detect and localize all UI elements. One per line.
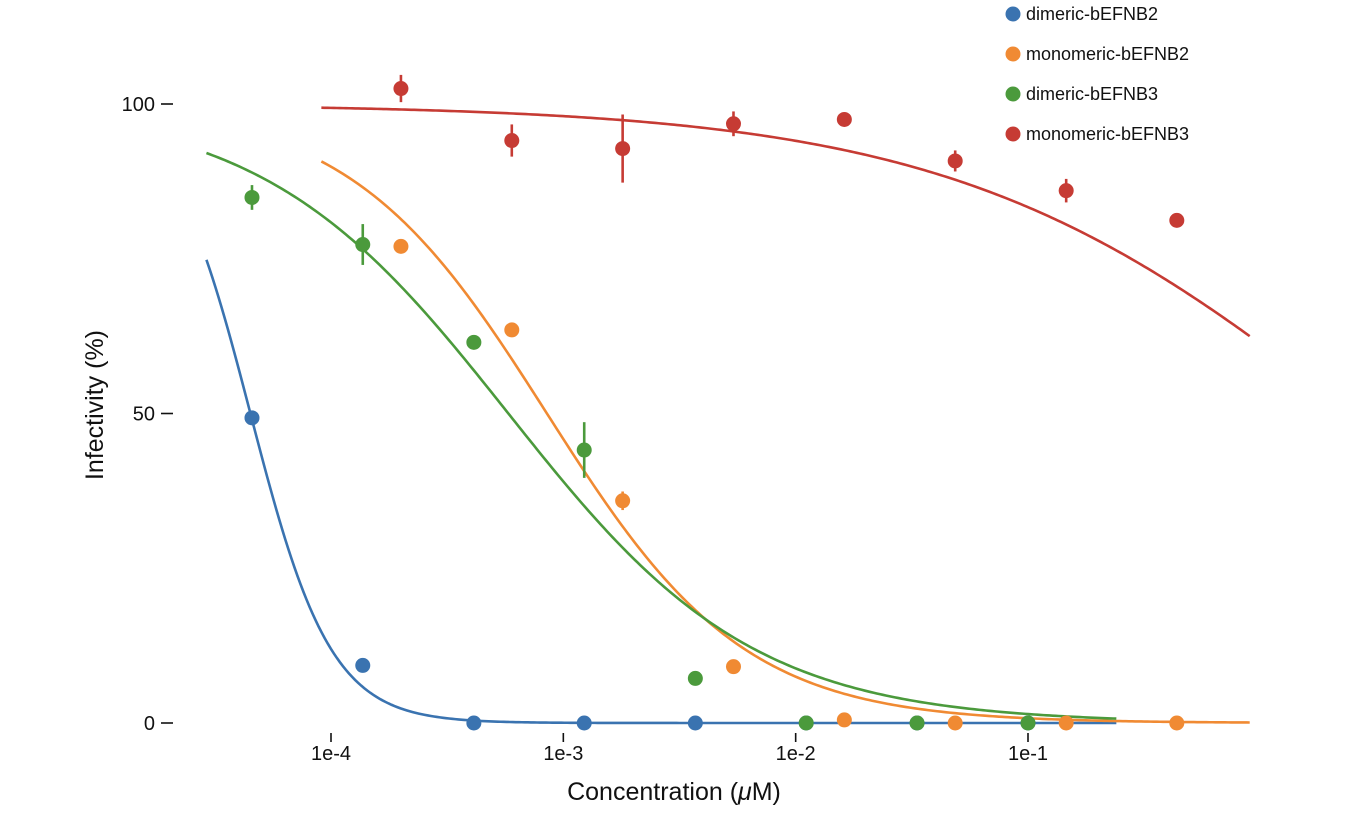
x-tick-label-0: 1e-4 <box>311 743 351 765</box>
legend-label-monomeric-bEFNB2: monomeric-bEFNB2 <box>1026 44 1189 64</box>
fit-curve-monomeric-bEFNB2 <box>320 160 1250 724</box>
legend-marker-dimeric-bEFNB2 <box>1005 6 1021 22</box>
data-points <box>244 81 1185 731</box>
data-point-dimeric-bEFNB3-4 <box>687 670 703 686</box>
fit-curve-monomeric-bEFNB3 <box>321 106 1251 338</box>
data-point-monomeric-bEFNB2-6 <box>1058 715 1074 731</box>
data-point-dimeric-bEFNB3-6 <box>909 715 925 731</box>
data-point-dimeric-bEFNB3-2 <box>466 334 482 350</box>
legend-label-dimeric-bEFNB2: dimeric-bEFNB2 <box>1026 4 1158 24</box>
fit-curve-dimeric-bEFNB3 <box>205 151 1117 720</box>
data-point-dimeric-bEFNB3-5 <box>798 715 814 731</box>
legend-marker-dimeric-bEFNB3 <box>1005 86 1021 102</box>
data-point-monomeric-bEFNB3-3 <box>725 116 741 132</box>
data-point-monomeric-bEFNB2-2 <box>615 493 631 509</box>
data-point-dimeric-bEFNB3-3 <box>576 442 592 458</box>
y-axis-title: Infectivity (%) <box>81 330 109 480</box>
y-axis: 0 50 100 <box>122 94 173 735</box>
data-point-monomeric-bEFNB2-1 <box>504 322 520 338</box>
y-tick-label-1: 50 <box>133 404 155 426</box>
y-tick-label-2: 100 <box>122 94 155 116</box>
data-point-monomeric-bEFNB2-7 <box>1169 715 1185 731</box>
fit-curve-dimeric-bEFNB2 <box>205 259 1117 725</box>
legend-label-monomeric-bEFNB3: monomeric-bEFNB3 <box>1026 124 1189 144</box>
x-tick-label-2: 1e-2 <box>776 743 816 765</box>
x-axis: 1e-4 1e-3 1e-2 1e-1 <box>311 733 1048 765</box>
data-point-monomeric-bEFNB2-0 <box>393 238 409 254</box>
x-tick-label-1: 1e-3 <box>543 743 583 765</box>
legend: dimeric-bEFNB2 monomeric-bEFNB2 dimeric-bE… <box>1005 4 1189 144</box>
x-axis-title: Concentration (μM) <box>567 778 781 806</box>
data-point-monomeric-bEFNB3-1 <box>504 133 520 149</box>
data-point-dimeric-bEFNB2-3 <box>576 715 592 731</box>
data-point-monomeric-bEFNB3-4 <box>836 111 852 127</box>
data-point-monomeric-bEFNB2-5 <box>947 715 963 731</box>
data-point-dimeric-bEFNB3-7 <box>1020 715 1036 731</box>
data-point-monomeric-bEFNB3-6 <box>1058 183 1074 199</box>
data-point-monomeric-bEFNB2-3 <box>725 659 741 675</box>
legend-marker-monomeric-bEFNB3 <box>1005 126 1021 142</box>
x-tick-label-3: 1e-1 <box>1008 743 1048 765</box>
legend-label-dimeric-bEFNB3: dimeric-bEFNB3 <box>1026 84 1158 104</box>
y-tick-label-0: 0 <box>144 713 155 735</box>
data-point-dimeric-bEFNB2-2 <box>466 715 482 731</box>
data-point-monomeric-bEFNB2-4 <box>836 712 852 728</box>
data-point-dimeric-bEFNB3-0 <box>244 189 260 205</box>
data-point-monomeric-bEFNB3-2 <box>615 141 631 157</box>
fit-curves <box>205 106 1251 725</box>
data-point-monomeric-bEFNB3-7 <box>1169 212 1185 228</box>
data-point-dimeric-bEFNB3-1 <box>355 237 371 253</box>
legend-marker-monomeric-bEFNB2 <box>1005 46 1021 62</box>
data-point-dimeric-bEFNB2-4 <box>687 715 703 731</box>
data-point-monomeric-bEFNB3-5 <box>947 153 963 169</box>
error-bars <box>250 74 1068 685</box>
data-point-dimeric-bEFNB2-0 <box>244 410 260 426</box>
data-point-monomeric-bEFNB3-0 <box>393 81 409 97</box>
data-point-dimeric-bEFNB2-1 <box>355 657 371 673</box>
